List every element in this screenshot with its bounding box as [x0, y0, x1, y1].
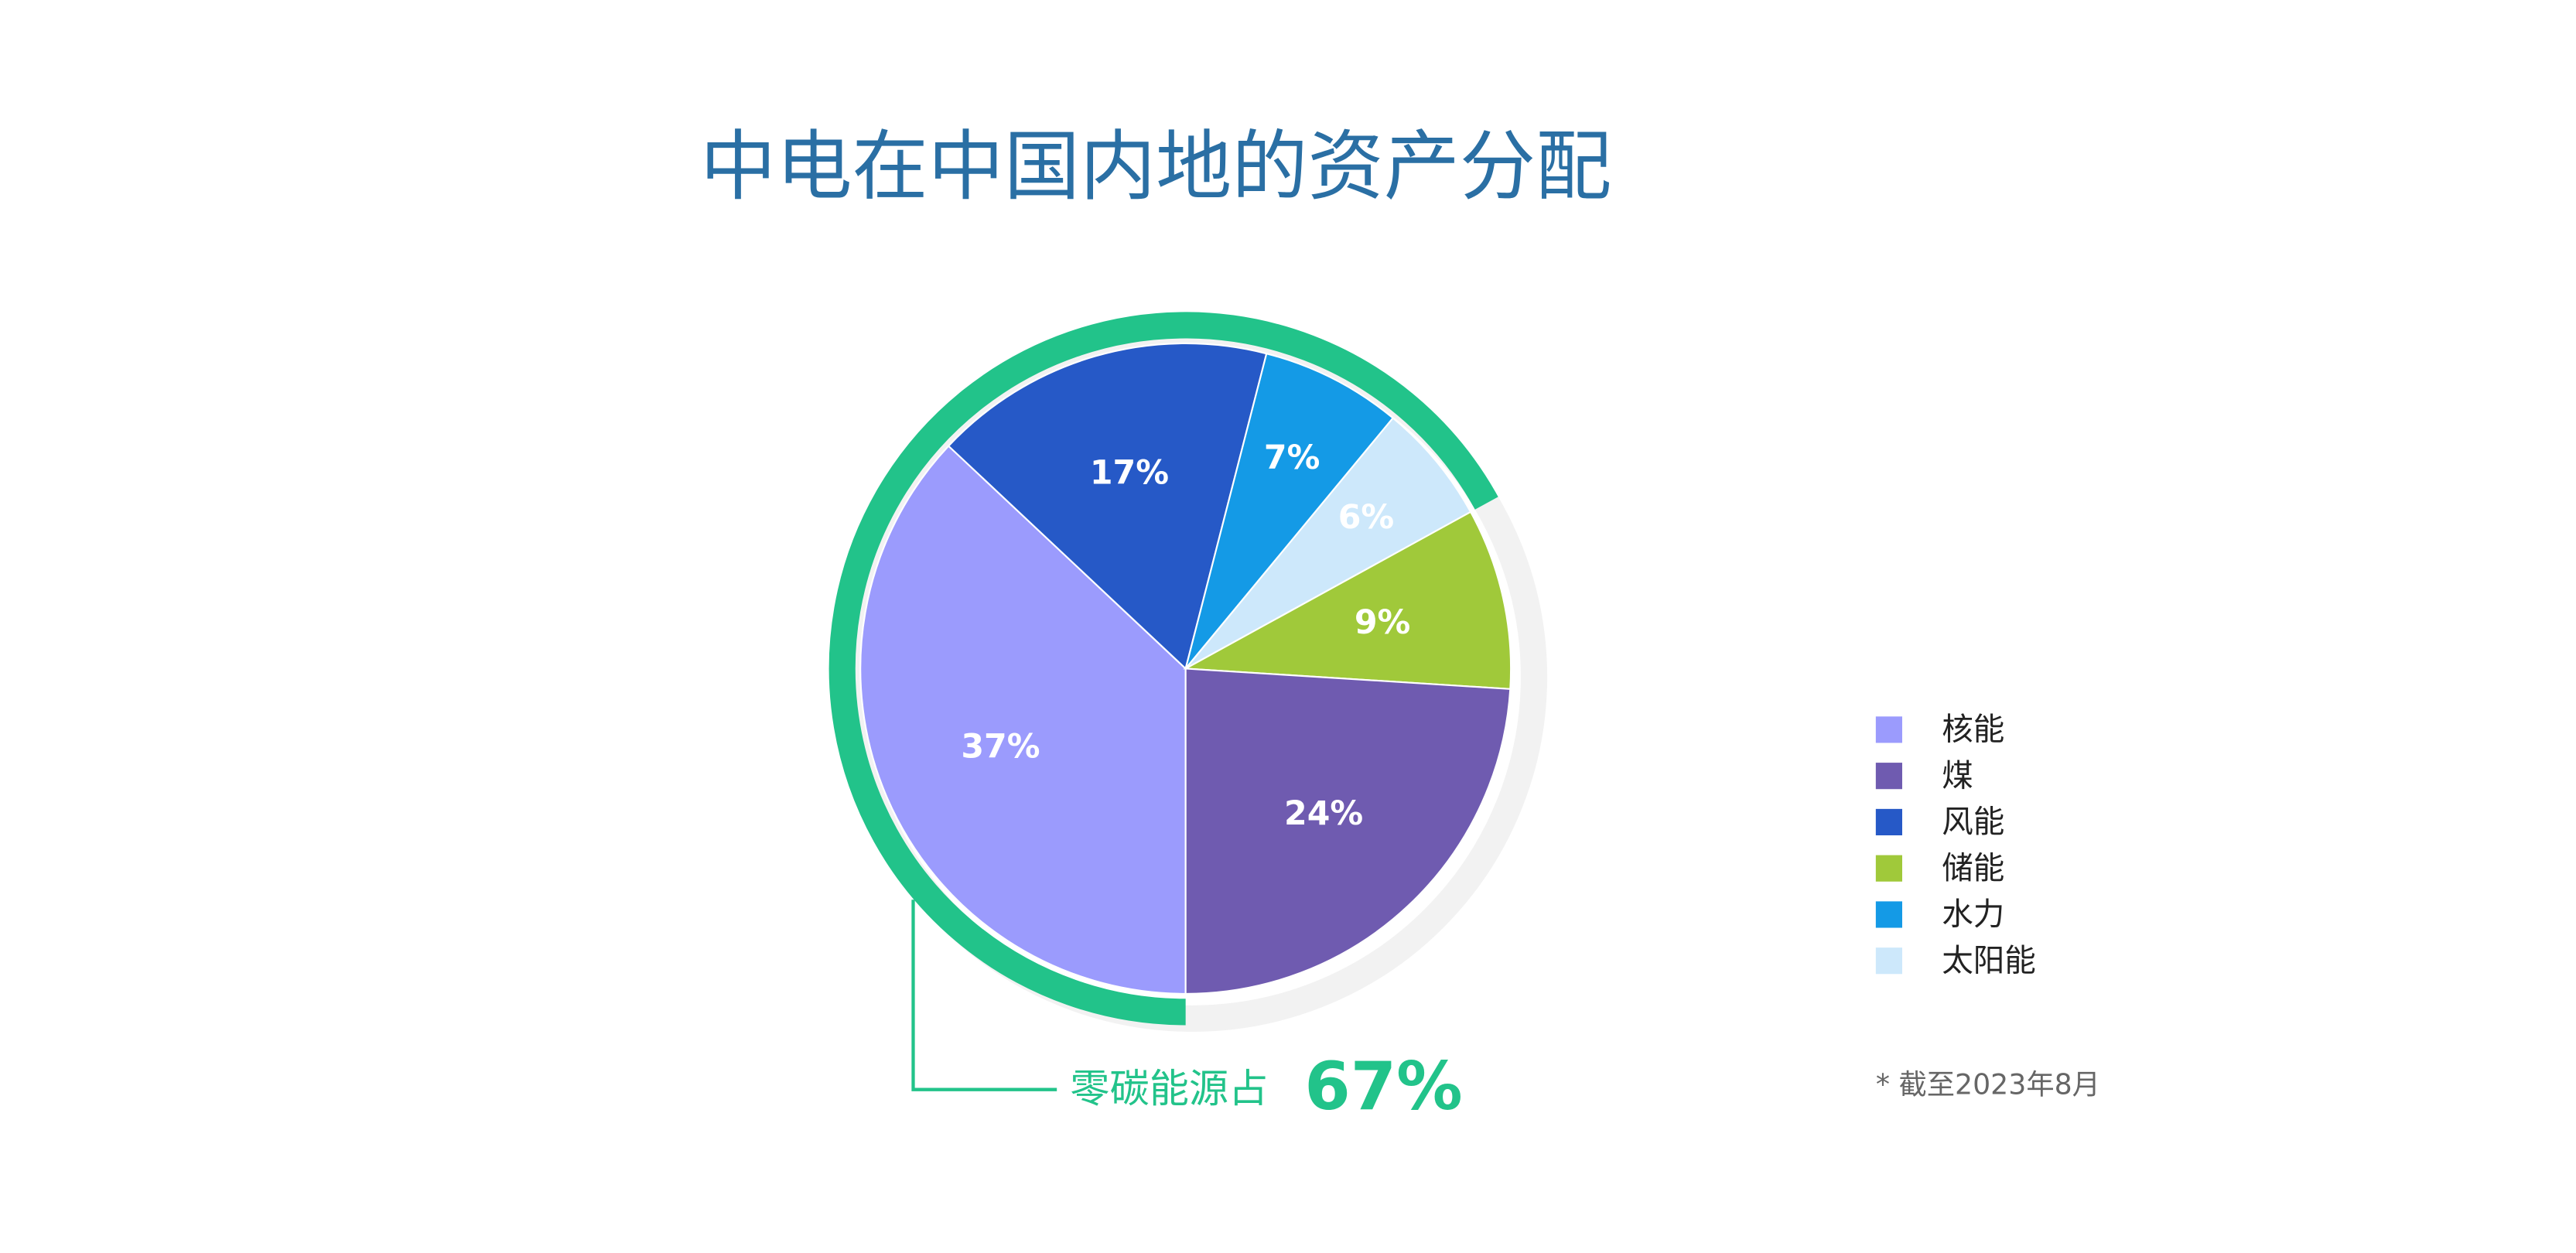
legend-label: 储能	[1942, 849, 2004, 886]
zero-carbon-arc	[828, 312, 1498, 1026]
slice-label: 24%	[1284, 794, 1363, 833]
pie-slice	[1184, 352, 1395, 670]
pie-slice	[1184, 667, 1512, 995]
pie-slice	[1182, 510, 1512, 690]
legend-label: 风能	[1942, 803, 2004, 840]
legend-label: 太阳能	[1942, 941, 2036, 978]
leader-line	[911, 900, 1057, 1091]
annotation-text: 零碳能源占	[1070, 1066, 1268, 1112]
legend-swatch	[1875, 808, 1902, 835]
pie-slice	[859, 445, 1187, 995]
legend-label: 水力	[1942, 896, 2004, 933]
annotation-value: 67%	[1304, 1049, 1462, 1125]
slice-label: 17%	[1090, 454, 1169, 493]
pie-slice	[947, 342, 1268, 671]
legend-swatch	[1875, 716, 1902, 743]
pie-slice	[1184, 416, 1472, 670]
slice-label: 37%	[961, 727, 1040, 766]
legend-swatch	[1875, 947, 1902, 975]
chart-title: 中电在中国内地的资产分配	[700, 123, 1611, 211]
slice-label: 7%	[1264, 439, 1320, 477]
legend-label: 煤	[1942, 756, 1973, 794]
legend-swatch	[1875, 901, 1902, 928]
legend-swatch	[1875, 763, 1902, 790]
slice-label: 9%	[1355, 603, 1410, 642]
legend-swatch	[1875, 855, 1902, 882]
legend-label: 核能	[1942, 711, 2004, 748]
footnote: * 截至2023年8月	[1876, 1067, 2100, 1101]
slice-label: 6%	[1338, 498, 1394, 537]
